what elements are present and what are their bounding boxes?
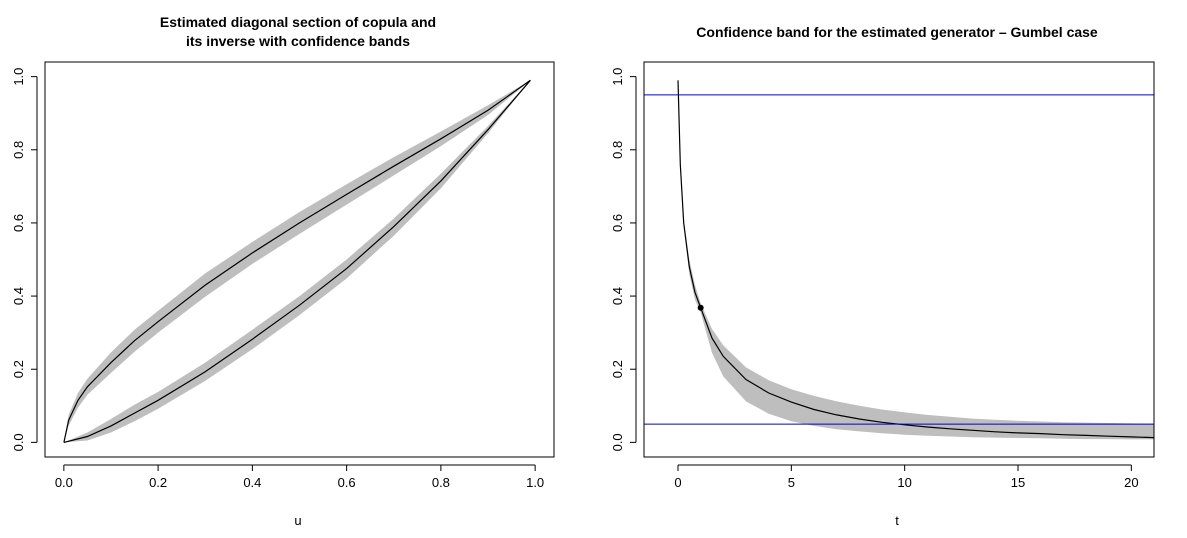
plot-area-right: 0 5 10 15 20 0.0 0.2 0.4 0.6 0.8 1.0 — [610, 61, 1155, 490]
y-tick-label: 1.0 — [610, 68, 625, 86]
x-tick-label: 5 — [788, 475, 795, 490]
x-tick-label: 0.6 — [338, 475, 356, 490]
y-tick-label: 0.4 — [11, 287, 26, 305]
plot-frame — [44, 61, 555, 458]
y-tick-label: 0.2 — [610, 360, 625, 378]
y-tick-label: 0.4 — [610, 287, 625, 305]
x-tick-label: 0.0 — [55, 475, 73, 490]
series-line-0 — [677, 80, 1155, 439]
x-axis-label: u — [294, 513, 301, 528]
x-tick-label: 1.0 — [526, 475, 544, 490]
y-tick-label: 1.0 — [11, 68, 26, 86]
y-tick-label: 0.6 — [610, 214, 625, 232]
x-tick-label: 0.4 — [243, 475, 261, 490]
y-tick-label: 0.6 — [11, 214, 26, 232]
x-axis-label: t — [895, 513, 899, 528]
chart-title: Confidence band for the estimated genera… — [696, 24, 1098, 40]
x-tick-label: 20 — [1124, 475, 1138, 490]
x-tick-label: 10 — [897, 475, 911, 490]
x-tick-label: 0.8 — [432, 475, 450, 490]
confidence-band-0 — [63, 80, 531, 443]
chart-title-line-1: Estimated diagonal section of copula and — [160, 14, 436, 30]
panel-right: Confidence band for the estimated genera… — [610, 24, 1155, 528]
series-line-1 — [63, 79, 531, 443]
plot-frame — [643, 61, 1155, 458]
series-line-0 — [63, 79, 531, 443]
y-tick-label: 0.8 — [11, 141, 26, 159]
y-tick-label: 0.0 — [610, 433, 625, 451]
y-tick-label: 0.8 — [610, 141, 625, 159]
y-tick-label: 0.0 — [11, 433, 26, 451]
y-tick-label: 0.2 — [11, 360, 26, 378]
plot-area-left: 0.0 0.2 0.4 0.6 0.8 1.0 0.0 0.2 0.4 0.6 0.8 1.0 — [11, 61, 555, 490]
chart-title-line-2: its inverse with confidence bands — [186, 33, 410, 49]
highlight-point — [697, 304, 704, 311]
x-tick-label: 0 — [674, 475, 681, 490]
panel-left: Estimated diagonal section of copula and… — [11, 14, 555, 528]
x-tick-label: 0.2 — [149, 475, 167, 490]
x-tick-label: 15 — [1011, 475, 1025, 490]
confidence-band-0 — [678, 80, 1154, 440]
confidence-band-1 — [63, 80, 531, 443]
